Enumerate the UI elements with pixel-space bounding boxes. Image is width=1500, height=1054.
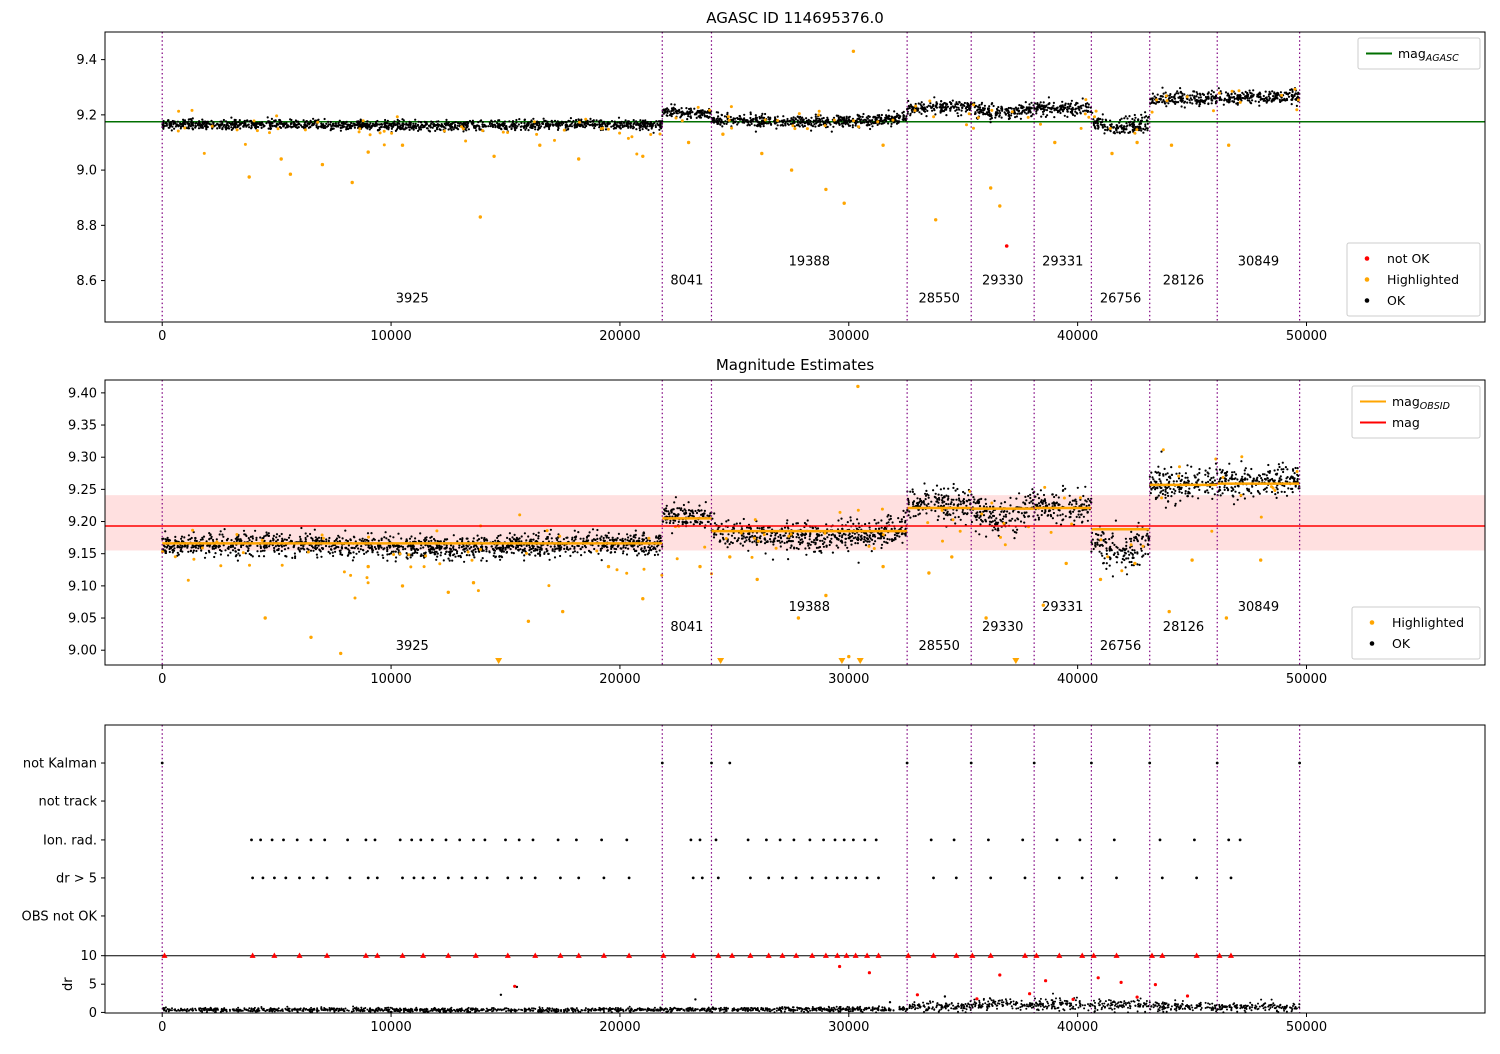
obsid-label: 19388 [789, 254, 830, 269]
legend: not OK Highlighted OK [1347, 243, 1480, 316]
legend-label: mag [1392, 415, 1420, 430]
dr-tick-label: 10 [80, 949, 97, 964]
obsid-label: 29330 [982, 274, 1023, 289]
obsid-label: 29331 [1042, 600, 1083, 615]
legend: magAGASC [1358, 38, 1480, 69]
x-tick-label: 20000 [599, 329, 640, 344]
x-tick-label: 40000 [1057, 672, 1098, 687]
y-tick-label: 9.20 [68, 515, 97, 530]
points-layer [161, 50, 1300, 248]
y-tick-label: 9.10 [68, 579, 97, 594]
y-tick-label: 9.0 [76, 164, 97, 179]
x-tick-label: 0 [158, 329, 166, 344]
flag-row-label: dr > 5 [56, 871, 97, 886]
obsid-label: 19388 [789, 600, 830, 615]
legend-marker-dot [1370, 641, 1375, 646]
legend-label: OK [1387, 293, 1406, 308]
y-tick-label: 9.25 [68, 483, 97, 498]
plot1-title: AGASC ID 114695376.0 [105, 9, 1485, 27]
legend-label: not OK [1387, 251, 1430, 266]
plot-agasc: 3925 8041 19388 28550 29330 29331 26756 28126 30… [76, 32, 1485, 344]
clipped-low-marker [857, 658, 864, 664]
obsid-label: 29331 [1042, 254, 1083, 269]
x-tick-label: 10000 [370, 1020, 411, 1035]
clipped-low-marker [1012, 658, 1019, 664]
plot-flags: not Kalman not track Ion. rad. dr > 5 OBS no… [22, 725, 1486, 1035]
x-tick-label: 20000 [599, 672, 640, 687]
obsid-label: 26756 [1100, 639, 1141, 654]
obsid-label: 28550 [918, 639, 959, 654]
clipped-low-marker [717, 658, 724, 664]
obsid-label: 28126 [1163, 274, 1204, 289]
x-tick-label: 20000 [599, 1020, 640, 1035]
y-tick-label: 9.15 [68, 547, 97, 562]
obsid-label: 26756 [1100, 292, 1141, 307]
plot-mag-estimates: 3925 8041 19388 28550 29330 29331 26756 28126 30… [68, 380, 1485, 687]
dr-axis-label: dr [61, 977, 76, 991]
legend-marker-dot [1365, 256, 1370, 261]
y-tick-label: 9.40 [68, 386, 97, 401]
obsid-label: 30849 [1238, 600, 1279, 615]
x-tick-label: 40000 [1057, 1020, 1098, 1035]
x-tick-label: 30000 [828, 1020, 869, 1035]
y-tick-label: 8.8 [76, 219, 97, 234]
clipped-low-marker [495, 658, 502, 664]
x-tick-label: 0 [158, 1020, 166, 1035]
y-tick-label: 9.35 [68, 419, 97, 434]
axes-frame [105, 725, 1485, 1013]
legend-marker-dot [1365, 277, 1370, 282]
legend-label: Highlighted [1387, 272, 1459, 287]
obsid-label: 28550 [918, 292, 959, 307]
obsid-label: 29330 [982, 620, 1023, 635]
y-tick-label: 9.30 [68, 451, 97, 466]
obsid-label: 8041 [670, 620, 703, 635]
legend: Highlighted OK [1352, 607, 1480, 659]
obsid-label: 3925 [396, 639, 429, 654]
dr-tick-label: 5 [89, 978, 97, 993]
x-tick-label: 40000 [1057, 329, 1098, 344]
dr-tick-label: 0 [89, 1006, 97, 1021]
x-tick-label: 10000 [370, 329, 411, 344]
axes-frame [105, 32, 1485, 322]
x-tick-label: 10000 [370, 672, 411, 687]
x-tick-label: 30000 [828, 672, 869, 687]
plot2-title: Magnitude Estimates [105, 356, 1485, 374]
dr-points-layer [162, 952, 1301, 1013]
flag-row-label: not track [38, 795, 97, 810]
y-tick-label: 9.05 [68, 612, 97, 627]
x-tick-label: 50000 [1286, 329, 1327, 344]
clipped-low-marker [838, 658, 845, 664]
obsid-label: 30849 [1238, 254, 1279, 269]
legend-label: Highlighted [1392, 615, 1464, 630]
legend-marker-dot [1370, 620, 1375, 625]
y-tick-label: 9.00 [68, 644, 97, 659]
x-tick-label: 50000 [1286, 1020, 1327, 1035]
legend-marker-dot [1365, 298, 1370, 303]
x-tick-label: 50000 [1286, 672, 1327, 687]
x-tick-label: 30000 [828, 329, 869, 344]
obsid-label: 28126 [1163, 620, 1204, 635]
y-tick-label: 8.6 [76, 274, 97, 289]
x-tick-label: 0 [158, 672, 166, 687]
flag-row-label: Ion. rad. [43, 833, 97, 848]
y-tick-label: 9.4 [76, 53, 97, 68]
obsid-label: 8041 [670, 274, 703, 289]
obsid-label: 3925 [396, 292, 429, 307]
flag-row-label: OBS not OK [22, 909, 98, 924]
y-tick-label: 9.2 [76, 108, 97, 123]
legend-label: OK [1392, 636, 1411, 651]
flag-row-label: not Kalman [23, 757, 97, 772]
